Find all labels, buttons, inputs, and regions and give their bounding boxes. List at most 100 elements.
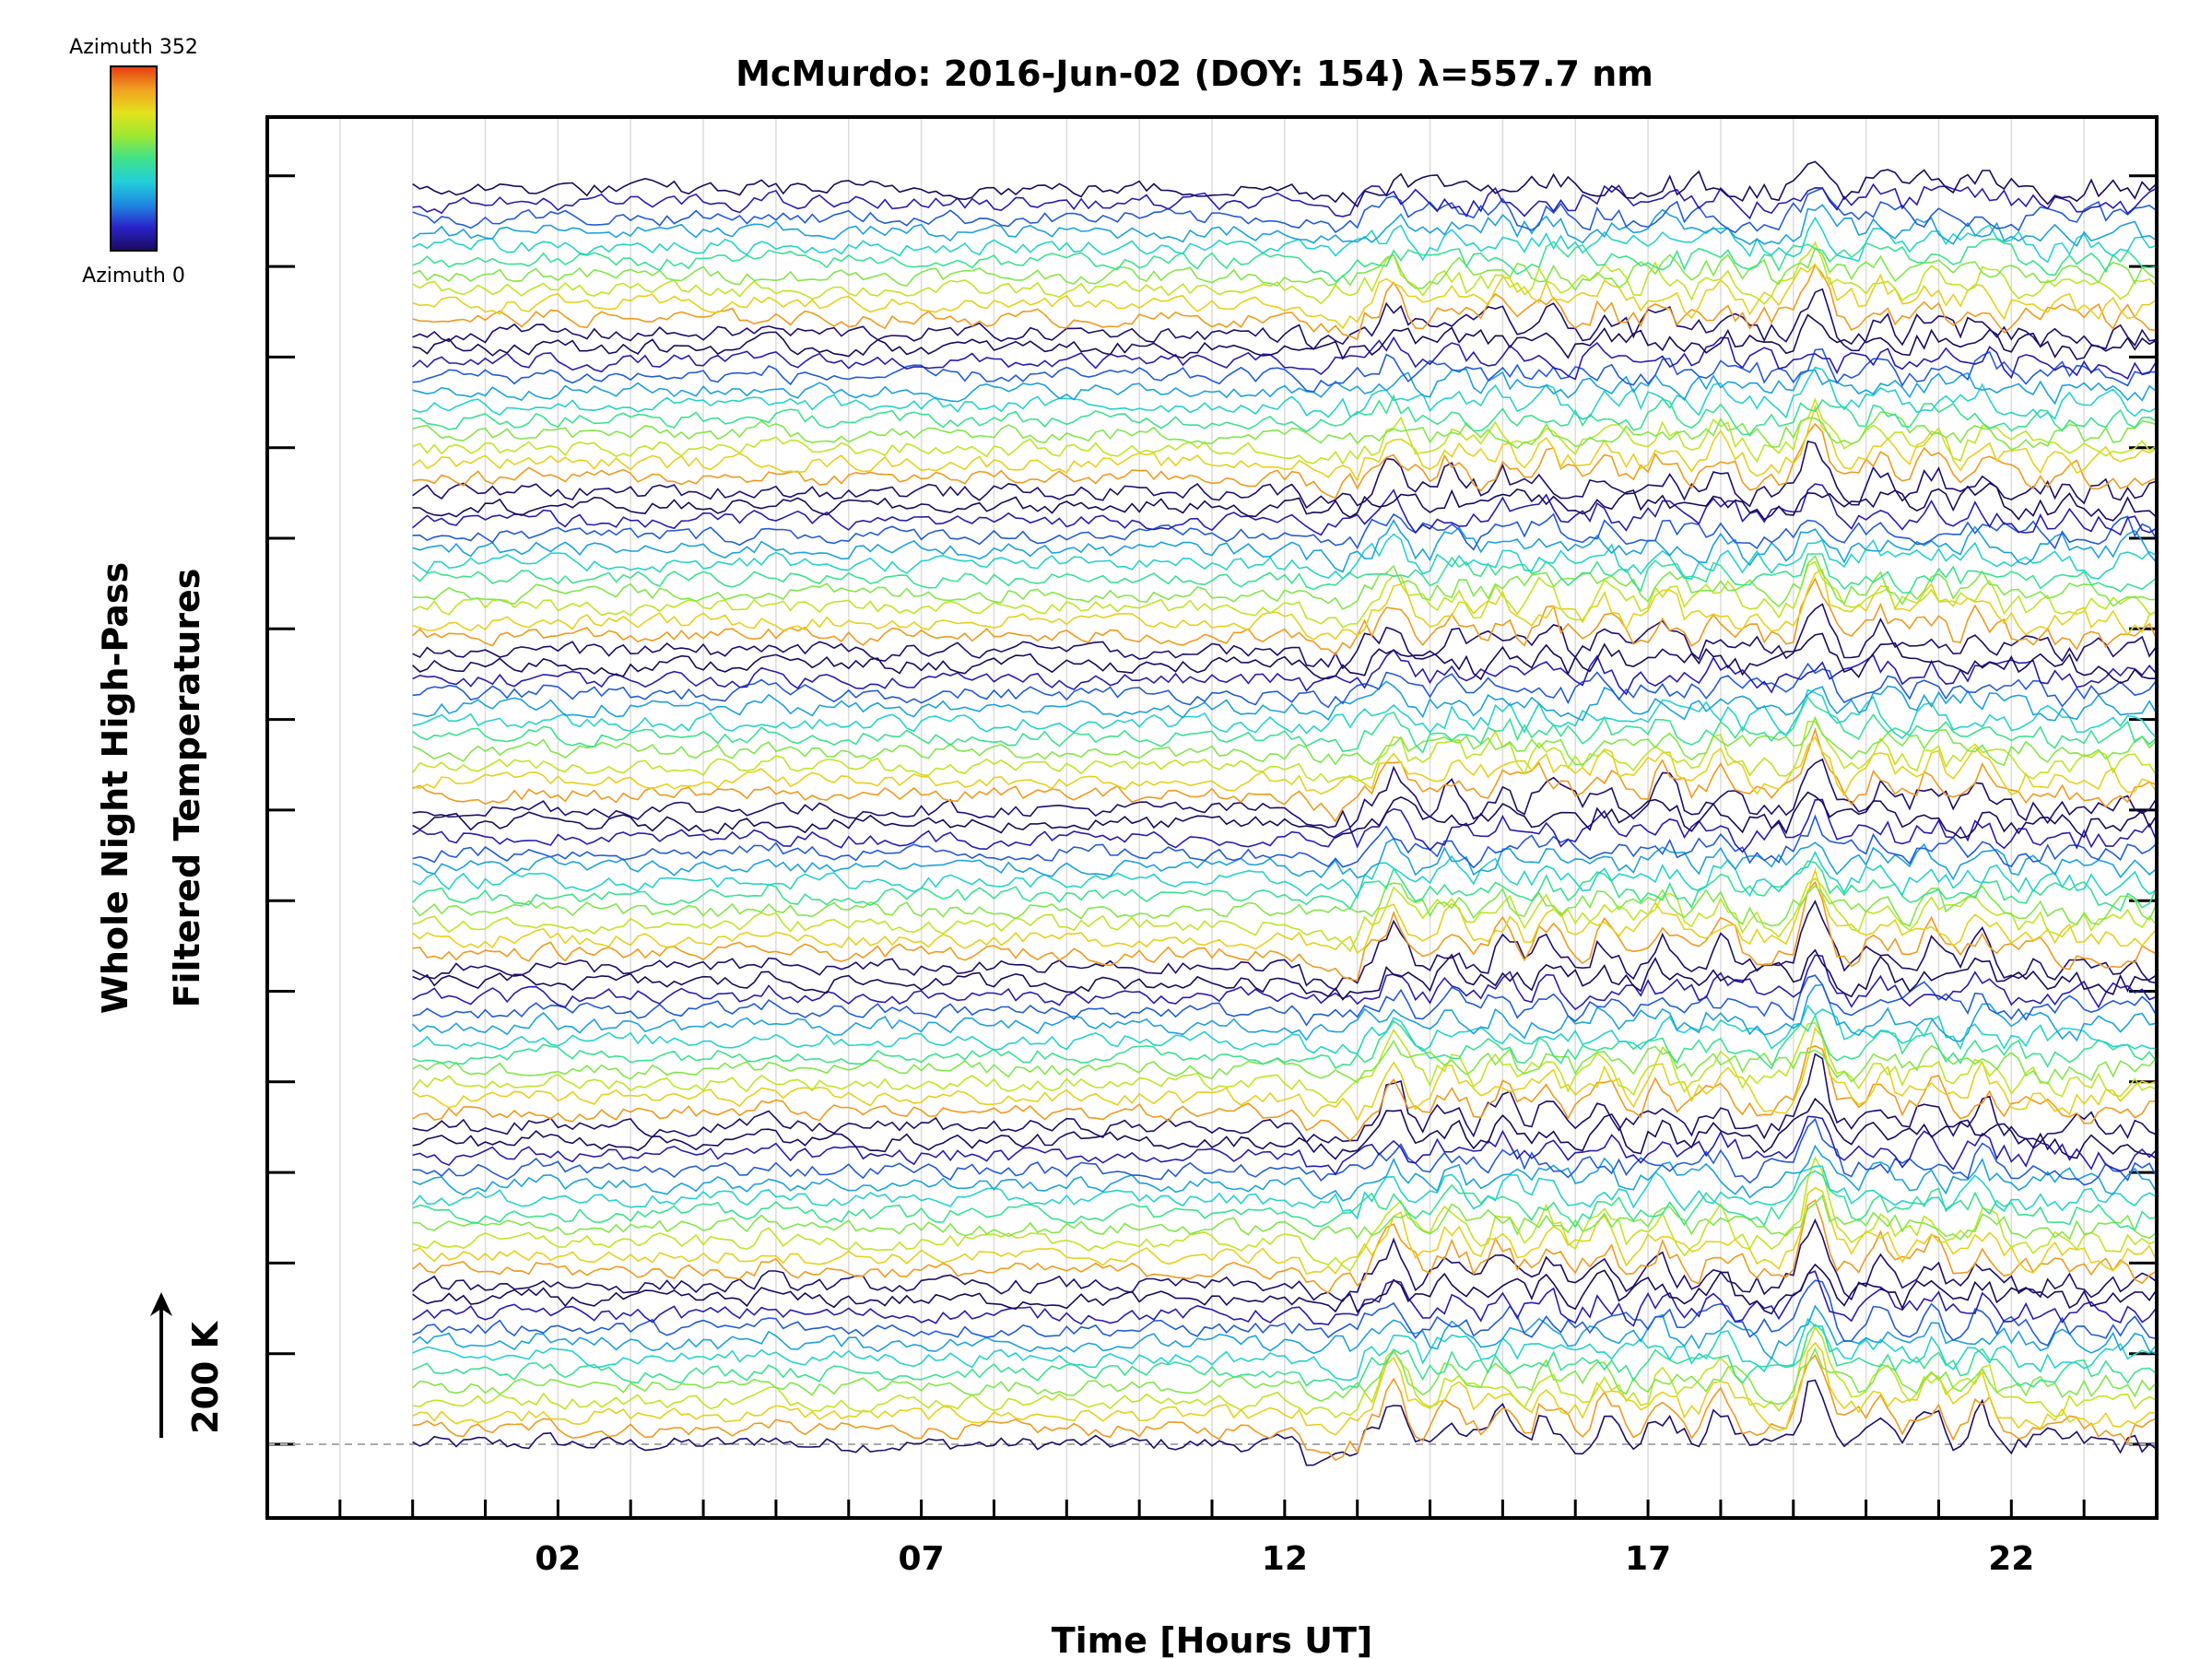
series-line bbox=[412, 411, 2158, 452]
x-axis-label: Time [Hours UT] bbox=[1052, 1620, 1373, 1659]
series-line bbox=[412, 1325, 2158, 1419]
series-line bbox=[412, 758, 2158, 830]
series-line bbox=[412, 1021, 2158, 1104]
series-line bbox=[412, 1317, 2158, 1382]
colorbar bbox=[110, 65, 158, 252]
series-line bbox=[412, 313, 2158, 360]
series-line bbox=[412, 688, 2158, 739]
series-layer bbox=[412, 160, 2158, 1466]
series-line bbox=[412, 954, 2158, 1011]
series-line bbox=[412, 735, 2158, 797]
colorbar-top-label: Azimuth 352 bbox=[69, 36, 198, 59]
tick-layer bbox=[265, 174, 2157, 1518]
series-line bbox=[412, 263, 2158, 330]
series-line bbox=[412, 577, 2158, 656]
series-line bbox=[412, 1115, 2158, 1176]
series-line bbox=[412, 1040, 2158, 1085]
series-line bbox=[412, 948, 2158, 1001]
series-line bbox=[412, 882, 2158, 927]
scale-bar-label: 200 K bbox=[185, 1320, 226, 1434]
series-line bbox=[412, 1263, 2158, 1315]
series-line bbox=[412, 288, 2158, 352]
series-line bbox=[412, 974, 2158, 1027]
series-line bbox=[412, 798, 2158, 853]
series-line bbox=[412, 1186, 2158, 1276]
series-line bbox=[412, 568, 2158, 641]
series-line bbox=[412, 204, 2158, 247]
x-tick-label: 02 bbox=[535, 1540, 581, 1578]
series-line bbox=[412, 512, 2158, 551]
series-line bbox=[412, 366, 2158, 420]
series-line bbox=[412, 1270, 2158, 1327]
series-line bbox=[412, 182, 2158, 220]
series-line bbox=[412, 560, 2158, 629]
series-line bbox=[412, 603, 2158, 670]
series-line bbox=[412, 553, 2158, 594]
series-line bbox=[412, 368, 2158, 406]
chart-title: McMurdo: 2016-Jun-02 (DOY: 154) λ=557.7 … bbox=[735, 53, 1653, 94]
series-line bbox=[412, 216, 2158, 264]
colorbar-bottom-label: Azimuth 0 bbox=[82, 265, 185, 288]
series-line bbox=[412, 347, 2158, 393]
series-line bbox=[412, 1155, 2158, 1273]
series-line bbox=[412, 187, 2158, 234]
series-line bbox=[412, 983, 2158, 1042]
series-line bbox=[412, 1279, 2158, 1347]
series-line bbox=[412, 632, 2157, 684]
series-line bbox=[412, 397, 2158, 465]
series-line bbox=[412, 720, 2158, 783]
series-line bbox=[412, 246, 2158, 291]
series-line bbox=[412, 1004, 2158, 1055]
series-line bbox=[412, 837, 2158, 881]
series-line bbox=[412, 791, 2158, 839]
series-line bbox=[412, 160, 2158, 208]
series-line bbox=[412, 483, 2158, 536]
series-line bbox=[412, 867, 2158, 955]
series-line bbox=[412, 241, 2158, 305]
series-line bbox=[412, 1053, 2158, 1144]
series-line bbox=[412, 482, 2158, 522]
colorbar-legend: Azimuth 352 Azimuth 0 bbox=[69, 36, 198, 288]
series-line bbox=[412, 1198, 2158, 1295]
scale-bar-arrow-icon bbox=[150, 1292, 172, 1316]
x-tick-labels: 02 07 12 17 22 bbox=[535, 1540, 2034, 1578]
series-line bbox=[412, 335, 2158, 381]
series-line bbox=[412, 1165, 2158, 1220]
series-line bbox=[412, 404, 2158, 483]
series-line bbox=[412, 880, 2158, 982]
title-group: McMurdo: 2016-Jun-02 (DOY: 154) λ=557.7 … bbox=[735, 53, 1653, 94]
series-line bbox=[412, 1304, 2158, 1360]
series-line bbox=[412, 814, 2158, 869]
y-axis-label-group: Whole Night High-Pass Filtered Temperatu… bbox=[95, 562, 207, 1014]
series-line bbox=[412, 662, 2158, 709]
series-line bbox=[412, 1098, 2158, 1160]
series-line bbox=[412, 1144, 2158, 1202]
series-line bbox=[412, 533, 2158, 580]
series-line bbox=[412, 695, 2158, 754]
x-tick-label: 17 bbox=[1625, 1540, 1671, 1578]
series-line bbox=[412, 648, 2158, 696]
series-line bbox=[412, 394, 2158, 436]
series-line bbox=[412, 1218, 2158, 1302]
y-axis-label-line1: Whole Night High-Pass bbox=[95, 562, 135, 1014]
scale-bar: 200 K bbox=[150, 1292, 226, 1438]
series-line bbox=[412, 554, 2158, 611]
x-tick-label: 12 bbox=[1262, 1540, 1308, 1578]
x-tick-label: 22 bbox=[1988, 1540, 2034, 1578]
series-line bbox=[412, 1323, 2158, 1391]
series-line bbox=[412, 715, 2158, 767]
series-line bbox=[412, 1341, 2158, 1436]
series-line bbox=[412, 1194, 2158, 1241]
y-axis-label-line2: Filtered Temperatures bbox=[167, 569, 207, 1008]
series-line bbox=[412, 1354, 2158, 1462]
series-line bbox=[412, 900, 2158, 992]
series-line bbox=[412, 1117, 2158, 1186]
series-line bbox=[412, 851, 2158, 900]
series-line bbox=[412, 1013, 2158, 1070]
series-line bbox=[412, 1379, 2158, 1466]
series-line bbox=[412, 440, 2158, 510]
series-line bbox=[412, 1347, 2158, 1406]
series-line bbox=[412, 680, 2158, 722]
x-tick-label: 07 bbox=[899, 1540, 945, 1578]
